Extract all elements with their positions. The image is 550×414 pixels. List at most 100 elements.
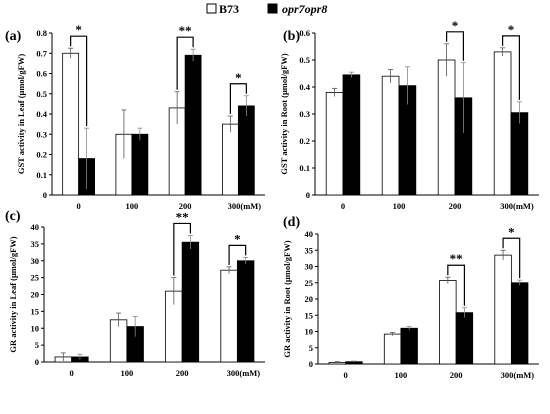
y-tick-label: 0.3: [36, 129, 47, 139]
panels: (a) 0 0.1 0.2 0.3 0.4 0.5 0.6 0.7 0.8 GST activity…: [5, 18, 539, 380]
chart-panel-4: (d) 0 5 10 15 20 25 30 35 40 GR activity in Root (…: [282, 215, 539, 380]
y-tick-label: 0.8: [36, 28, 47, 38]
significance-bracket: [228, 244, 247, 265]
x-tick-label: 200: [179, 201, 192, 211]
bar-opr7opr8: [510, 282, 529, 365]
y-tick-label: 35: [31, 239, 40, 249]
y-tick-label: 25: [31, 273, 40, 283]
significance-label: **: [450, 251, 463, 266]
panel-letter: (a): [5, 29, 22, 44]
x-tick-label: 100: [393, 201, 406, 211]
chart-panel-3: (c) 0 5 10 15 20 25 30 35 40 GR activity in Leaf (…: [5, 209, 265, 378]
y-tick-label: 30: [31, 256, 40, 266]
legend: B73 opr7opr8: [206, 2, 327, 16]
y-tick-label: 20: [305, 294, 314, 304]
y-axis-label: GST activity in Leaf (μmol/gFW): [16, 54, 26, 175]
y-tick-label: 0.2: [36, 150, 47, 160]
panel-letter: (c): [5, 209, 21, 224]
x-tick-label: 300(mM): [228, 201, 262, 211]
bar-opr7opr8: [510, 112, 529, 196]
legend-label-b73: B73: [219, 2, 239, 16]
y-tick-label: 0.1: [299, 163, 310, 173]
x-tick-label: 300(mM): [500, 201, 534, 211]
bar-b73: [220, 269, 238, 363]
y-tick-label: 10: [305, 327, 314, 337]
x-tick-label: 200: [449, 201, 462, 211]
y-tick-label: 0.3: [299, 109, 310, 119]
y-tick-label: 0.6: [36, 69, 47, 79]
chart-panel-1: (a) 0 0.1 0.2 0.3 0.4 0.5 0.6 0.7 0.8 GST activity…: [5, 22, 265, 211]
x-tick-label: 0: [344, 370, 348, 380]
significance-bracket: [70, 35, 88, 127]
bar-opr7opr8: [342, 74, 361, 196]
legend-swatch-b73: [206, 3, 217, 14]
y-tick-label: 35: [305, 245, 314, 255]
bar-b73: [325, 92, 344, 196]
y-tick-label: 0.5: [36, 89, 47, 99]
panel-letter: (b): [283, 29, 300, 44]
significance-bracket: [229, 83, 247, 115]
x-tick-label: 0: [77, 201, 81, 211]
y-tick-label: 15: [31, 306, 40, 316]
significance-bracket: [173, 222, 192, 276]
significance-bracket: [176, 36, 194, 90]
significance-label: **: [176, 209, 189, 224]
bar-opr7opr8: [400, 327, 418, 365]
x-tick-label: 300(mM): [501, 370, 535, 380]
y-tick-label: 0.4: [299, 82, 310, 92]
y-tick-label: 0.2: [299, 136, 310, 146]
x-tick-label: 100: [121, 368, 134, 378]
significance-label: *: [235, 70, 242, 85]
significance-label: *: [452, 18, 459, 33]
x-tick-label: 100: [126, 201, 139, 211]
y-tick-label: 25: [305, 278, 314, 288]
significance-bracket: [502, 237, 521, 279]
y-tick-label: 0.5: [299, 55, 310, 65]
y-tick-label: 0: [306, 190, 310, 200]
bar-b73: [437, 59, 456, 196]
y-tick-label: 10: [31, 323, 40, 333]
y-tick-label: 0: [309, 359, 313, 369]
bar-opr7opr8: [236, 260, 255, 363]
x-tick-label: 200: [176, 368, 189, 378]
panel-letter: (d): [283, 215, 300, 230]
y-tick-label: 40: [305, 229, 314, 239]
bar-b73: [439, 280, 457, 365]
y-tick-label: 0: [43, 190, 47, 200]
y-tick-label: 0.7: [36, 48, 47, 58]
y-tick-label: 20: [31, 290, 40, 300]
y-tick-label: 0.6: [299, 28, 310, 38]
significance-label: *: [508, 224, 515, 239]
x-tick-label: 200: [450, 370, 463, 380]
significance-bracket: [502, 35, 521, 100]
significance-label: *: [75, 22, 82, 37]
y-tick-label: 5: [309, 343, 313, 353]
x-tick-label: 300(mM): [227, 368, 261, 378]
bar-opr7opr8: [184, 54, 202, 196]
bar-opr7opr8: [181, 241, 200, 363]
y-tick-label: 0.4: [36, 109, 47, 119]
chart-panel-2: (b) 0 0.1 0.2 0.3 0.4 0.5 0.6 GST activity in Ro…: [279, 18, 539, 211]
y-axis-label: GR activity in Root (μmol/gFW): [282, 240, 292, 357]
legend-swatch-opr7opr8: [267, 3, 278, 14]
bar-opr7opr8: [131, 133, 149, 196]
significance-bracket: [447, 264, 466, 306]
y-axis-label: GR activity in Leaf (μmol/gFW): [8, 236, 18, 352]
significance-label: *: [508, 22, 515, 37]
significance-label: **: [179, 23, 192, 38]
bar-opr7opr8: [455, 312, 474, 365]
y-axis-label: GST activity in Root (μmol/gFW): [279, 53, 289, 174]
bar-b73: [62, 52, 80, 196]
bar-b73: [494, 254, 512, 365]
y-tick-label: 0.1: [36, 170, 47, 180]
y-tick-label: 40: [31, 222, 40, 232]
bar-b73: [383, 333, 402, 365]
significance-label: *: [234, 231, 241, 246]
y-tick-label: 5: [35, 340, 39, 350]
bar-b73: [221, 123, 239, 196]
x-tick-label: 0: [70, 368, 74, 378]
bar-b73: [493, 51, 512, 196]
x-tick-label: 0: [341, 201, 345, 211]
y-tick-label: 30: [305, 262, 314, 272]
